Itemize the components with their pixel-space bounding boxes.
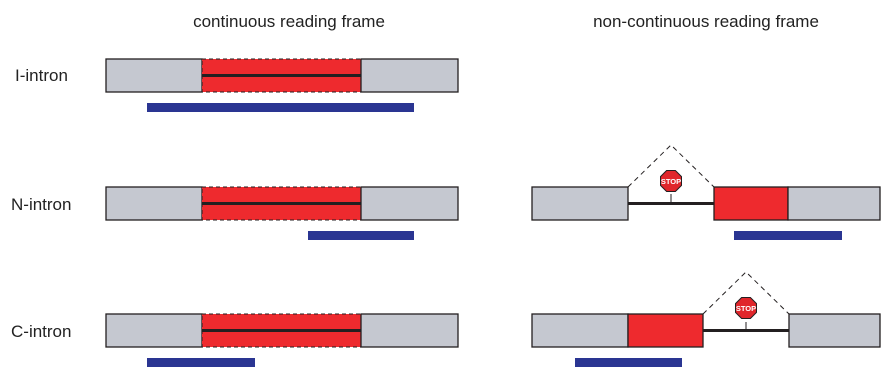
left-exon-box [531, 313, 629, 348]
c-intron-label: C-intron [11, 322, 71, 341]
right-exon-box [788, 313, 881, 348]
stop-sign-icon: STOP [660, 170, 682, 203]
continuous-reading-frame-title: continuous reading frame [193, 12, 385, 31]
left-exon-box [105, 186, 203, 221]
stop-sign-label: STOP [661, 177, 681, 186]
right-exon-box [360, 186, 459, 221]
left-exon-box [105, 313, 203, 348]
i-intron-expression-bar [147, 103, 414, 112]
n-intron-noncontinuous-construct: STOP [531, 144, 881, 221]
left-exon-box [105, 58, 203, 93]
c-intron-continuous-construct [105, 313, 459, 348]
c-intron-noncontinuous-construct: STOP [531, 271, 881, 348]
i-intron-continuous-construct [105, 58, 459, 93]
left-exon-box [531, 186, 629, 221]
intein-region [713, 186, 789, 221]
i-intron-label: I-intron [15, 66, 68, 85]
n-intron-expression-bar [308, 231, 414, 240]
n-intron-continuous-construct [105, 186, 459, 221]
splice-arc-dashed [702, 271, 790, 315]
stop-sign-label: STOP [736, 304, 756, 313]
right-exon-box [360, 58, 459, 93]
n-intron-label: N-intron [11, 195, 71, 214]
right-exon-box [787, 186, 881, 221]
c-intron-expression-bar [147, 358, 255, 367]
intein-region [627, 313, 704, 348]
right-exon-box [360, 313, 459, 348]
n-intron-noncontinuous-expression-bar [734, 231, 842, 240]
stop-sign-icon: STOP [735, 297, 757, 330]
non-continuous-reading-frame-title: non-continuous reading frame [593, 12, 819, 31]
c-intron-noncontinuous-expression-bar [575, 358, 682, 367]
splice-arc-dashed [627, 144, 715, 188]
